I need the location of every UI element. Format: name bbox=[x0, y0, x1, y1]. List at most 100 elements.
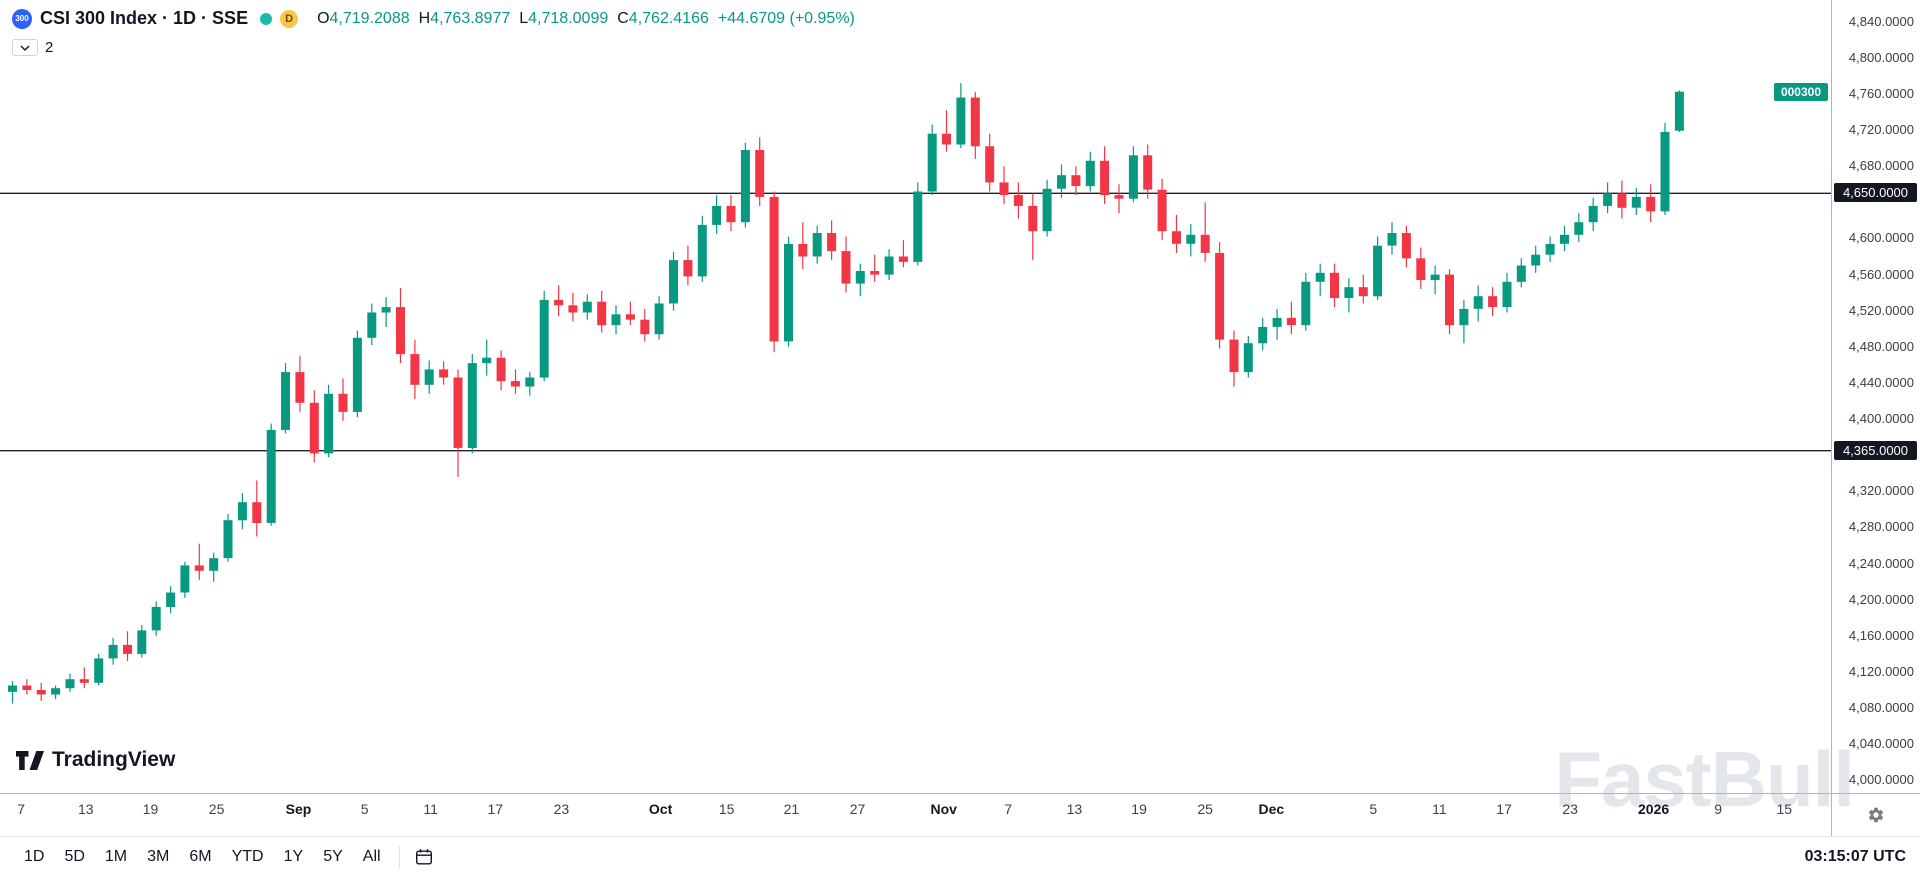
candle bbox=[1502, 272, 1512, 313]
utc-clock: 03:15:07 UTC bbox=[1804, 848, 1906, 865]
candle bbox=[1128, 146, 1138, 203]
candle bbox=[1085, 151, 1095, 192]
time-axis-label: 11 bbox=[423, 801, 438, 817]
price-axis-separator bbox=[1831, 0, 1832, 836]
range-button-all[interactable]: All bbox=[353, 844, 391, 870]
candle bbox=[180, 561, 190, 598]
time-axis-label: 17 bbox=[487, 801, 504, 817]
time-axis-label: 19 bbox=[1131, 801, 1147, 817]
time-axis-label: 5 bbox=[360, 801, 369, 817]
candle bbox=[1631, 187, 1641, 215]
candle bbox=[79, 667, 89, 689]
candle bbox=[1416, 247, 1426, 289]
time-axis-label: 17 bbox=[1496, 801, 1512, 817]
candle bbox=[281, 363, 290, 434]
time-axis-label: 25 bbox=[1197, 801, 1213, 817]
candle bbox=[740, 142, 750, 228]
candle bbox=[582, 294, 592, 320]
range-button-6m[interactable]: 6M bbox=[179, 844, 221, 870]
candle bbox=[1401, 225, 1411, 268]
time-axis-label: 13 bbox=[78, 801, 94, 817]
legend-collapse-button[interactable] bbox=[12, 39, 38, 56]
price-tick-label: 4,720.0000 bbox=[1848, 122, 1914, 138]
candle bbox=[827, 220, 837, 261]
time-axis-label: 7 bbox=[17, 801, 25, 817]
time-axis-label: 9 bbox=[1714, 801, 1723, 817]
price-tick-label: 4,040.0000 bbox=[1848, 736, 1914, 752]
candle bbox=[683, 245, 693, 286]
time-axis[interactable]: 7 13 19 25 Sep 5 11 17 23 Oct 15 21 27 Nov 7 13 19 25 Dec 5… bbox=[0, 794, 1831, 836]
time-axis-label: 15 bbox=[1776, 801, 1793, 817]
tradingview-mark-icon bbox=[16, 750, 44, 770]
candle bbox=[611, 305, 621, 335]
candle bbox=[1071, 166, 1081, 196]
candle bbox=[1574, 213, 1584, 243]
delayed-data-badge[interactable]: D bbox=[280, 9, 299, 28]
candle bbox=[209, 552, 219, 582]
range-button-3m[interactable]: 3M bbox=[137, 844, 179, 870]
candle bbox=[1143, 144, 1153, 199]
candle bbox=[1445, 269, 1454, 335]
tradingview-logo[interactable]: TradingView bbox=[16, 748, 175, 772]
candle bbox=[625, 301, 635, 326]
price-tick-label: 4,560.0000 bbox=[1848, 266, 1914, 282]
candle bbox=[65, 673, 75, 692]
range-button-ytd[interactable]: YTD bbox=[222, 844, 274, 870]
candle bbox=[1588, 197, 1598, 232]
range-buttons: 1D 5D 1M 3M 6M YTD 1Y 5Y All bbox=[14, 844, 391, 870]
open-value: 4,719.2088 bbox=[329, 9, 410, 27]
candle bbox=[1387, 222, 1397, 255]
candle bbox=[1430, 265, 1440, 295]
ohlc-values: O 4,719.2088 H 4,763.8977 L 4,718.0099 C 4,7… bbox=[308, 10, 855, 28]
line-price-badge: 4,365.0000 bbox=[1834, 440, 1917, 460]
candle bbox=[1215, 242, 1225, 349]
high-value: 4,763.8977 bbox=[430, 9, 511, 27]
candle bbox=[1301, 272, 1311, 331]
candle bbox=[1488, 287, 1498, 317]
candle bbox=[510, 369, 520, 394]
candle bbox=[123, 631, 132, 662]
time-axis-label: 21 bbox=[783, 801, 800, 817]
candle bbox=[999, 166, 1009, 205]
candle bbox=[1344, 278, 1354, 313]
range-button-1d[interactable]: 1D bbox=[14, 844, 54, 870]
candle bbox=[855, 263, 865, 297]
price-tick-label: 4,480.0000 bbox=[1848, 338, 1914, 354]
candle bbox=[942, 110, 951, 152]
candle bbox=[525, 372, 535, 396]
symbol-price-label: 000300 bbox=[1773, 82, 1828, 101]
candle bbox=[237, 493, 247, 530]
go-to-date-button[interactable] bbox=[408, 845, 440, 869]
legend-collapse-row: 2 bbox=[12, 39, 855, 56]
toolbar-divider bbox=[398, 846, 400, 868]
price-tick-label: 4,400.0000 bbox=[1848, 411, 1914, 427]
candle bbox=[669, 252, 678, 311]
candle bbox=[266, 423, 276, 526]
range-button-5y[interactable]: 5Y bbox=[313, 844, 353, 870]
candle bbox=[137, 625, 147, 658]
candle bbox=[367, 303, 377, 345]
price-axis[interactable]: 4,840.0000 4,800.0000 4,760.0000 4,720.0000… bbox=[1832, 0, 1920, 793]
gear-icon[interactable] bbox=[1867, 806, 1885, 824]
symbol-title[interactable]: CSI 300 Index · 1D · SSE bbox=[40, 8, 249, 28]
range-button-5d[interactable]: 5D bbox=[54, 844, 94, 870]
open-label: O bbox=[317, 9, 330, 27]
candle bbox=[1028, 193, 1038, 261]
candle bbox=[870, 254, 880, 282]
time-axis-label: 25 bbox=[208, 801, 225, 817]
candle bbox=[51, 685, 61, 700]
price-tick-label: 4,760.0000 bbox=[1848, 85, 1914, 101]
time-axis-label: 11 bbox=[1432, 801, 1447, 817]
low-value: 4,718.0099 bbox=[528, 9, 609, 27]
range-button-1m[interactable]: 1M bbox=[95, 844, 137, 870]
candlestick-chart[interactable] bbox=[0, 0, 1831, 793]
close-label: C bbox=[617, 9, 629, 27]
candle bbox=[784, 236, 793, 347]
candle bbox=[1258, 317, 1268, 351]
range-button-1y[interactable]: 1Y bbox=[274, 844, 314, 870]
candle bbox=[568, 292, 578, 322]
time-axis-label: 13 bbox=[1066, 801, 1083, 817]
candle bbox=[640, 308, 650, 342]
chart-legend: 300 CSI 300 Index · 1D · SSE D O 4,719.20… bbox=[12, 8, 855, 56]
